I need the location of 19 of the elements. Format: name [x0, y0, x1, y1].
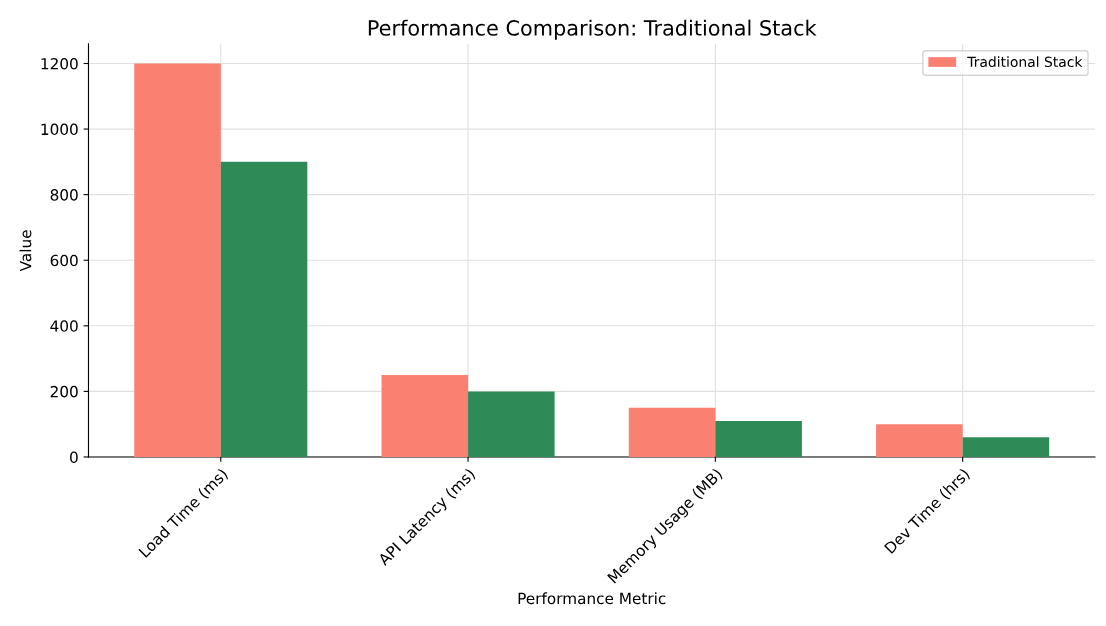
y-tick-label: 0 [70, 451, 78, 463]
chart-title: Performance Comparison: Traditional Stack [368, 19, 817, 40]
bar [962, 437, 1050, 457]
bar [715, 420, 802, 457]
y-tick-label: 600 [50, 254, 78, 267]
bar [134, 63, 221, 457]
bar [468, 391, 555, 457]
y-tick-label: 1200 [41, 57, 78, 70]
bar [628, 407, 716, 457]
y-tick-label: 200 [50, 385, 78, 398]
x-axis-title: Performance Metric [518, 592, 666, 605]
y-tick-label: 1000 [41, 123, 78, 136]
bar [876, 424, 963, 457]
legend-label: Traditional Stack [967, 56, 1083, 68]
y-tick-label: 800 [50, 189, 78, 201]
y-tick-label: 400 [50, 320, 78, 332]
bar [381, 375, 469, 457]
bar [220, 161, 308, 457]
y-axis-title: Value [19, 230, 32, 272]
